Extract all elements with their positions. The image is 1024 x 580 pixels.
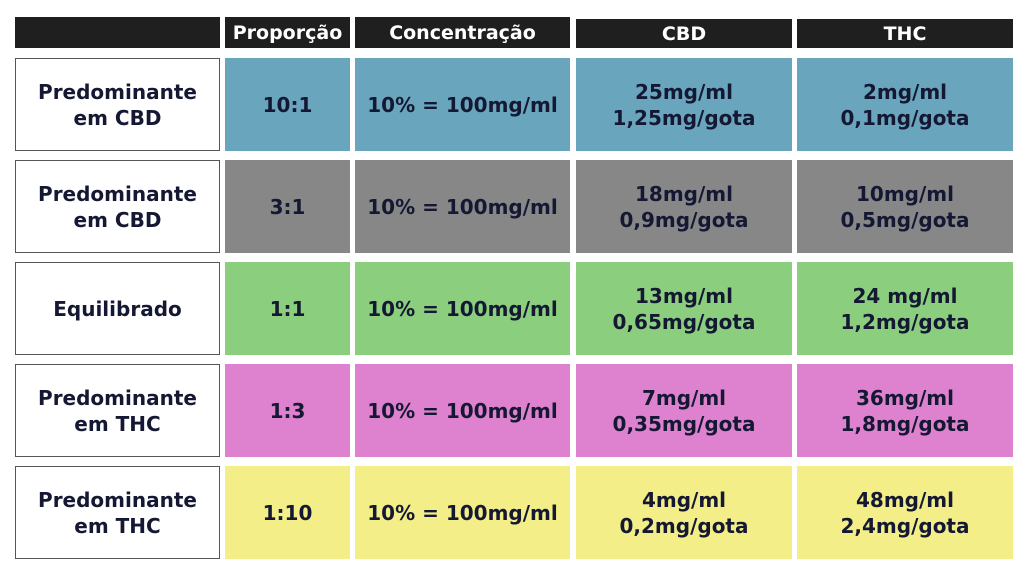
row-label-text: Predominante [38,487,197,512]
cbd-cell-text: 0,65mg/gota [612,309,756,334]
cbd-cell-text: 7mg/ml [641,385,727,410]
row-label-text: Predominante [38,385,197,410]
row-label-text: em THC [74,513,161,538]
header-cbd: CBD [576,19,792,48]
concentration-cell-text: 10% = 100mg/ml [367,398,558,423]
row-label: Predominante em CBD [15,58,220,151]
header-concentracao: Concentração [355,17,570,48]
cbd-cell: 7mg/ml 0,35mg/gota [576,364,792,457]
ratio-cell-text: 1:3 [269,398,306,423]
thc-cell-text: 0,1mg/gota [840,105,970,130]
thc-cell: 24 mg/ml 1,2mg/gota [797,262,1013,355]
thc-cell-text: 2mg/ml [862,79,948,104]
thc-cell: 10mg/ml 0,5mg/gota [797,160,1013,253]
cbd-cell-text: 0,2mg/gota [619,513,749,538]
ratio-cell-text: 1:10 [262,500,313,525]
row-label: Predominante em THC [15,364,220,457]
thc-cell-text: 1,8mg/gota [840,411,970,436]
ratio-cell: 3:1 [225,160,350,253]
header-thc: THC [797,19,1013,48]
thc-cell: 48mg/ml 2,4mg/gota [797,466,1013,559]
row-label-text: Predominante [38,181,197,206]
concentration-cell: 10% = 100mg/ml [355,262,570,355]
concentration-cell: 10% = 100mg/ml [355,160,570,253]
cbd-cell-text: 0,35mg/gota [612,411,756,436]
cbd-cell-text: 25mg/ml [634,79,733,104]
concentration-cell: 10% = 100mg/ml [355,58,570,151]
row-label-text: em THC [74,411,161,436]
thc-cell: 36mg/ml 1,8mg/gota [797,364,1013,457]
row-label: Predominante em CBD [15,160,220,253]
cbd-cell-text: 18mg/ml [634,181,733,206]
header-proporcao: Proporção [225,17,350,48]
ratio-cell-text: 1:1 [269,296,306,321]
cbd-cell: 18mg/ml 0,9mg/gota [576,160,792,253]
thc-cell-text: 10mg/ml [855,181,954,206]
concentration-cell-text: 10% = 100mg/ml [367,194,558,219]
thc-cell: 2mg/ml 0,1mg/gota [797,58,1013,151]
thc-cell-text: 0,5mg/gota [840,207,970,232]
ratio-cell: 10:1 [225,58,350,151]
thc-cell-text: 48mg/ml [855,487,954,512]
cbd-cell: 4mg/ml 0,2mg/gota [576,466,792,559]
ratio-cell: 1:1 [225,262,350,355]
cbd-cell-text: 4mg/ml [641,487,727,512]
row-label-text: em CBD [73,105,162,130]
row-label-text: Predominante [38,79,197,104]
row-label: Equilibrado [15,262,220,355]
ratio-cell: 1:10 [225,466,350,559]
thc-cell-text: 1,2mg/gota [840,309,970,334]
row-label-text: em CBD [73,207,162,232]
cbd-cell: 13mg/ml 0,65mg/gota [576,262,792,355]
row-label: Predominante em THC [15,466,220,559]
row-label-text: Equilibrado [53,296,182,321]
concentration-cell: 10% = 100mg/ml [355,364,570,457]
ratio-cell: 1:3 [225,364,350,457]
cbd-cell-text: 0,9mg/gota [619,207,749,232]
cbd-cell-text: 1,25mg/gota [612,105,756,130]
thc-cell-text: 36mg/ml [855,385,954,410]
ratio-cell-text: 3:1 [269,194,306,219]
header-empty [15,17,220,48]
thc-cell-text: 2,4mg/gota [840,513,970,538]
cbd-cell-text: 13mg/ml [634,283,733,308]
concentration-cell-text: 10% = 100mg/ml [367,500,558,525]
cbd-cell: 25mg/ml 1,25mg/gota [576,58,792,151]
concentration-cell: 10% = 100mg/ml [355,466,570,559]
ratio-cell-text: 10:1 [262,92,313,117]
thc-cell-text: 24 mg/ml [852,283,958,308]
concentration-cell-text: 10% = 100mg/ml [367,296,558,321]
concentration-cell-text: 10% = 100mg/ml [367,92,558,117]
